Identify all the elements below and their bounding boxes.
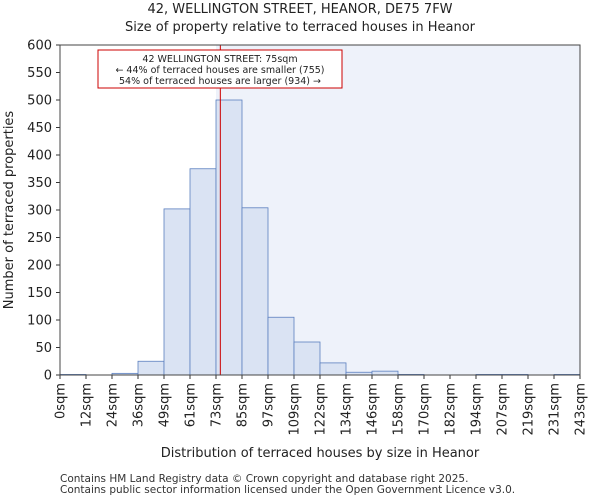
footer-line-2: Contains public sector information licen… (60, 484, 516, 496)
y-tick-label: 350 (27, 176, 52, 191)
x-tick-label: 219sqm (522, 383, 537, 436)
x-tick-label: 109sqm (288, 383, 303, 436)
chart-subtitle: Size of property relative to terraced ho… (124, 20, 476, 35)
annotation-line-2: ← 44% of terraced houses are smaller (75… (115, 65, 324, 76)
x-tick-label: 158sqm (392, 383, 407, 436)
histogram-bar (137, 360, 165, 376)
x-tick-label: 134sqm (340, 383, 355, 436)
x-tick-label: 36sqm (132, 383, 147, 427)
x-tick-label: 97sqm (262, 383, 277, 427)
x-tick-label: 61sqm (184, 383, 199, 427)
x-tick-label: 85sqm (236, 383, 251, 427)
y-tick-label: 250 (27, 231, 52, 246)
y-tick-label: 550 (27, 66, 52, 81)
x-tick-label: 207sqm (496, 383, 511, 436)
x-tick-label: 12sqm (80, 383, 95, 427)
histogram-bar (189, 168, 217, 376)
y-tick-label: 50 (35, 341, 52, 356)
histogram-bar (241, 207, 269, 376)
y-tick-label: 450 (27, 121, 52, 136)
y-axis-label: Number of terraced properties (2, 111, 17, 310)
y-tick-label: 200 (27, 259, 52, 274)
x-tick-label: 0sqm (54, 383, 69, 419)
histogram-bar (293, 341, 321, 376)
histogram-bar (163, 208, 191, 376)
y-tick-label: 150 (27, 286, 52, 301)
x-tick-label: 122sqm (314, 383, 329, 436)
annotation-box: 42 WELLINGTON STREET: 75sqm ← 44% of ter… (97, 49, 343, 89)
y-tick-label: 400 (27, 149, 52, 164)
annotation-frame (97, 49, 343, 89)
x-tick-label: 194sqm (470, 383, 485, 436)
histogram-bar (267, 316, 295, 376)
x-tick-label: 146sqm (366, 383, 381, 436)
y-tick-label: 500 (27, 94, 52, 109)
x-tick-label: 170sqm (418, 383, 433, 436)
plot-frame (59, 44, 581, 376)
y-tick-label: 600 (27, 39, 52, 54)
x-tick-label: 182sqm (444, 383, 459, 436)
y-tick-label: 0 (44, 369, 52, 384)
y-tick-label: 100 (27, 314, 52, 329)
footer-line-1: Contains HM Land Registry data © Crown c… (60, 473, 469, 485)
histogram-bar (319, 362, 347, 376)
x-tick-label: 243sqm (574, 383, 589, 436)
chart-title: 42, WELLINGTON STREET, HEANOR, DE75 7FW (147, 2, 453, 17)
x-tick-label: 73sqm (210, 383, 225, 427)
x-tick-label: 49sqm (158, 383, 173, 427)
x-axis-label: Distribution of terraced houses by size … (161, 446, 480, 461)
annotation-line-3: 54% of terraced houses are larger (934) … (119, 76, 321, 87)
y-tick-label: 300 (27, 204, 52, 219)
x-tick-label: 231sqm (548, 383, 563, 436)
histogram-bar (371, 370, 399, 376)
x-tick-label: 24sqm (106, 383, 121, 427)
annotation-line-1: 42 WELLINGTON STREET: 75sqm (142, 54, 297, 65)
